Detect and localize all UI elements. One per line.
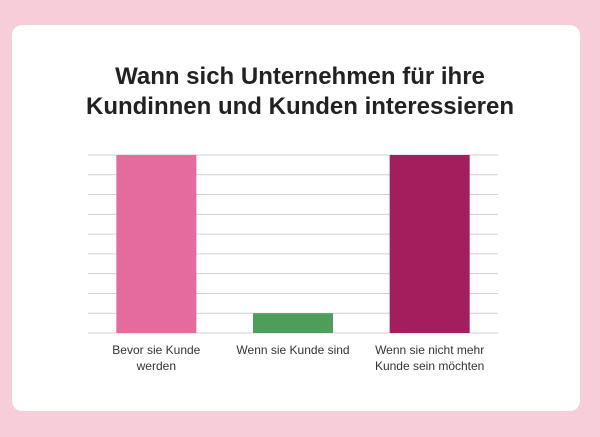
card xyxy=(12,25,580,411)
chart-title: Wann sich Unternehmen für ihre Kundinnen… xyxy=(85,63,515,120)
x-tick-label: Bevor sie Kunde werden xyxy=(112,343,201,373)
bar xyxy=(389,155,470,333)
x-tick-label: Wenn sie nicht mehr Kunde sein möchten xyxy=(374,343,485,373)
bar xyxy=(253,313,333,333)
x-tick-label: Wenn sie Kunde sind xyxy=(236,343,350,357)
bar xyxy=(116,155,197,333)
